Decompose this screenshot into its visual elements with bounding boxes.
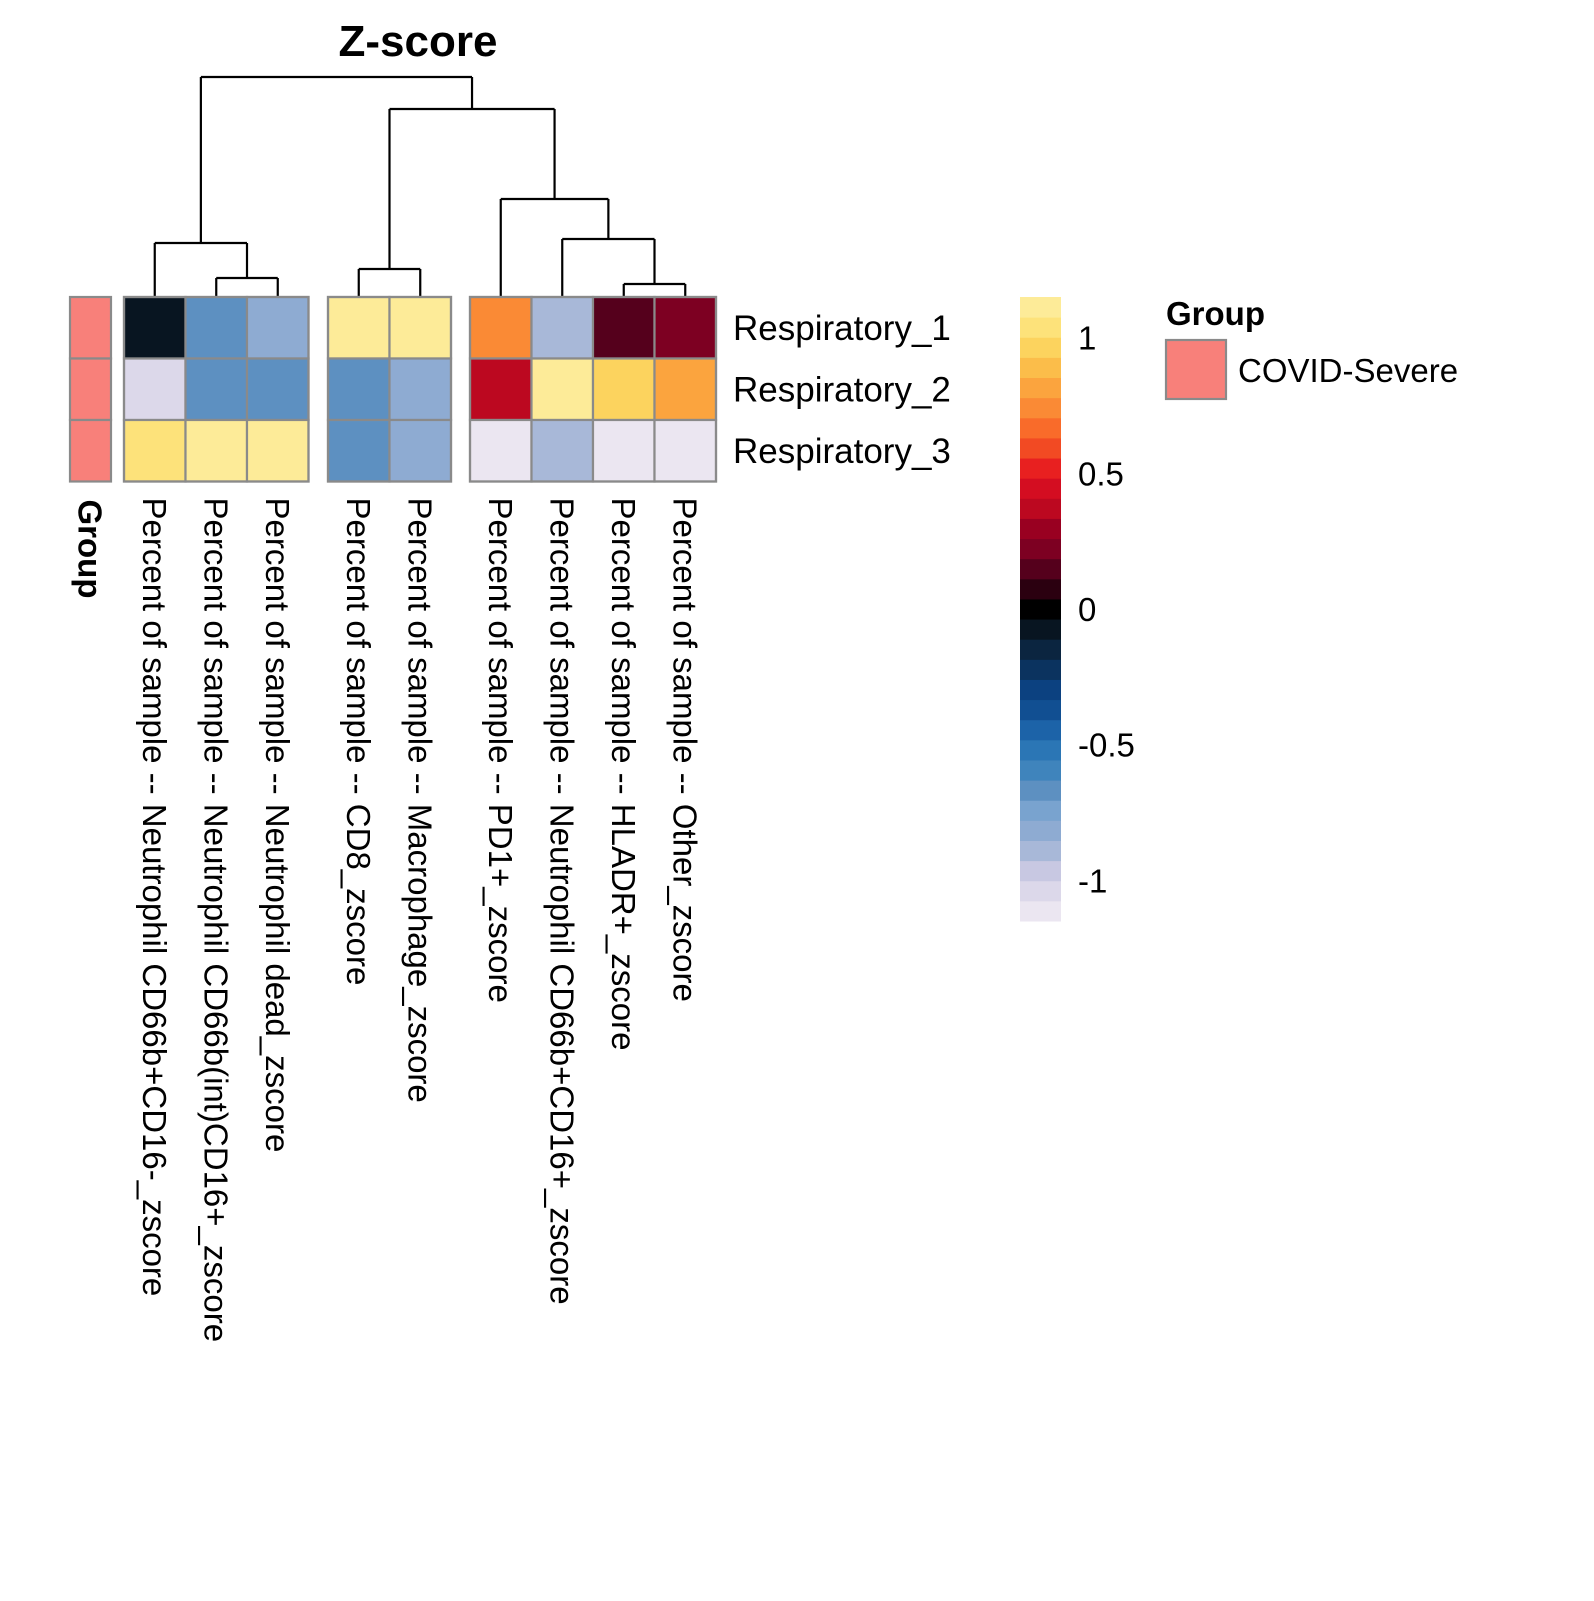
heatmap-cell bbox=[184, 418, 249, 483]
heatmap-cell bbox=[245, 295, 310, 360]
color-scale-tick-label: 0 bbox=[1078, 591, 1096, 628]
heatmap-cell bbox=[245, 418, 310, 483]
color-scale-swatch bbox=[1020, 860, 1061, 882]
color-scale-swatch bbox=[1020, 759, 1061, 781]
heatmap-cell bbox=[653, 295, 718, 360]
heatmap-cell bbox=[122, 418, 187, 483]
heatmap-cell bbox=[653, 418, 718, 483]
heatmap-cell bbox=[245, 357, 310, 422]
group-annotation-bar: Group bbox=[68, 295, 113, 599]
column-block-border bbox=[122, 295, 310, 483]
chart-title: Z-score bbox=[339, 17, 498, 66]
column-label: Percent of sample -- HLADR+_zscore bbox=[605, 498, 642, 1051]
color-scale-swatch bbox=[1020, 558, 1061, 580]
column-label: Percent of sample -- Neutrophil CD66b(in… bbox=[197, 498, 234, 1343]
color-scale-swatch bbox=[1020, 800, 1061, 821]
column-block-border bbox=[326, 295, 453, 483]
column-label: Percent of sample -- Macrophage_zscore bbox=[401, 498, 438, 1103]
color-scale-swatch bbox=[1020, 699, 1061, 721]
color-scale-swatch bbox=[1020, 417, 1061, 439]
heatmap-cell bbox=[326, 357, 391, 422]
column-labels: Percent of sample -- Neutrophil CD66b+CD… bbox=[136, 498, 704, 1343]
group-legend-item-label: COVID-Severe bbox=[1238, 352, 1458, 389]
color-scale-swatch bbox=[1020, 739, 1061, 761]
heatmap-cell bbox=[468, 357, 533, 422]
color-scale-tick-label: -1 bbox=[1078, 862, 1107, 899]
row-labels: Respiratory_1 Respiratory_2 Respiratory_3 bbox=[733, 309, 951, 471]
color-scale-swatch bbox=[1020, 820, 1061, 841]
annotation-axis-label: Group bbox=[72, 500, 109, 599]
heatmap-cell bbox=[468, 418, 533, 483]
column-label: Percent of sample -- CD8_zscore bbox=[340, 498, 377, 986]
heatmap-cell bbox=[122, 295, 187, 360]
heatmap-cell bbox=[326, 418, 391, 483]
column-label: Percent of sample -- PD1+_zscore bbox=[482, 498, 519, 1003]
color-scale-swatch bbox=[1020, 297, 1061, 318]
color-scale-swatch bbox=[1020, 840, 1061, 862]
column-label: Percent of sample -- Neutrophil dead_zsc… bbox=[259, 498, 296, 1153]
heatmap-cell bbox=[122, 357, 187, 422]
heatmap-cell bbox=[388, 418, 453, 483]
heatmap-cell bbox=[184, 295, 249, 360]
group-annotation-cell bbox=[68, 295, 113, 360]
row-label: Respiratory_3 bbox=[733, 432, 951, 471]
color-scale-swatch bbox=[1020, 880, 1061, 902]
row-label: Respiratory_1 bbox=[733, 309, 951, 348]
color-scale-swatch bbox=[1020, 397, 1061, 419]
color-scale-swatch bbox=[1020, 900, 1061, 922]
color-scale-swatch bbox=[1020, 538, 1061, 560]
heatmap-cell bbox=[591, 357, 656, 422]
group-legend-title: Group bbox=[1166, 295, 1265, 332]
group-annotation-cell bbox=[68, 357, 113, 422]
color-scale-swatch bbox=[1020, 518, 1061, 540]
color-scale-swatch bbox=[1020, 780, 1061, 801]
color-scale-swatch bbox=[1020, 719, 1061, 741]
color-scale-swatch bbox=[1020, 478, 1061, 499]
heatmap-cell bbox=[388, 357, 453, 422]
column-block-border bbox=[468, 295, 718, 483]
heatmap-cell bbox=[184, 357, 249, 422]
heatmap-cells bbox=[122, 295, 718, 483]
heatmap-cell bbox=[653, 357, 718, 422]
column-label: Percent of sample -- Neutrophil CD66b+CD… bbox=[543, 498, 580, 1305]
heatmap-cell bbox=[326, 295, 391, 360]
heatmap-cell bbox=[591, 418, 656, 483]
color-scale-swatch bbox=[1020, 337, 1061, 358]
color-scale-swatch bbox=[1020, 377, 1061, 399]
color-scale-swatch bbox=[1020, 639, 1061, 660]
color-scale-tick-label: 1 bbox=[1078, 320, 1096, 357]
color-scale-swatch bbox=[1020, 598, 1061, 620]
color-scale-swatch bbox=[1020, 498, 1061, 519]
color-scale-swatch bbox=[1020, 357, 1061, 379]
color-scale-swatch bbox=[1020, 679, 1061, 701]
color-scale-swatch bbox=[1020, 659, 1061, 680]
column-label: Percent of sample -- Neutrophil CD66b+CD… bbox=[136, 498, 173, 1297]
row-label: Respiratory_2 bbox=[733, 370, 951, 409]
color-scale-swatch bbox=[1020, 317, 1061, 338]
heatmap-cell bbox=[530, 418, 595, 483]
column-dendrogram bbox=[153, 75, 687, 297]
color-scale-tick-label: 0.5 bbox=[1078, 455, 1124, 492]
color-scale-swatch bbox=[1020, 458, 1061, 479]
color-scale-swatch bbox=[1020, 437, 1061, 459]
color-scale-swatch bbox=[1020, 578, 1061, 600]
heatmap-cell bbox=[388, 295, 453, 360]
color-scale-swatch bbox=[1020, 619, 1061, 640]
column-label: Percent of sample -- Other_zscore bbox=[666, 498, 703, 1002]
heatmap-cell bbox=[591, 295, 656, 360]
group-legend-swatch bbox=[1164, 338, 1228, 401]
heatmap-cell bbox=[530, 357, 595, 422]
heatmap-cell bbox=[530, 295, 595, 360]
heatmap-cell bbox=[468, 295, 533, 360]
group-legend: Group COVID-Severe bbox=[1164, 295, 1458, 401]
group-annotation-cell bbox=[68, 418, 113, 483]
color-scale-tick-label: -0.5 bbox=[1078, 727, 1135, 764]
color-scale-legend: -1 -0.5 0 0.5 1 bbox=[1020, 297, 1135, 922]
